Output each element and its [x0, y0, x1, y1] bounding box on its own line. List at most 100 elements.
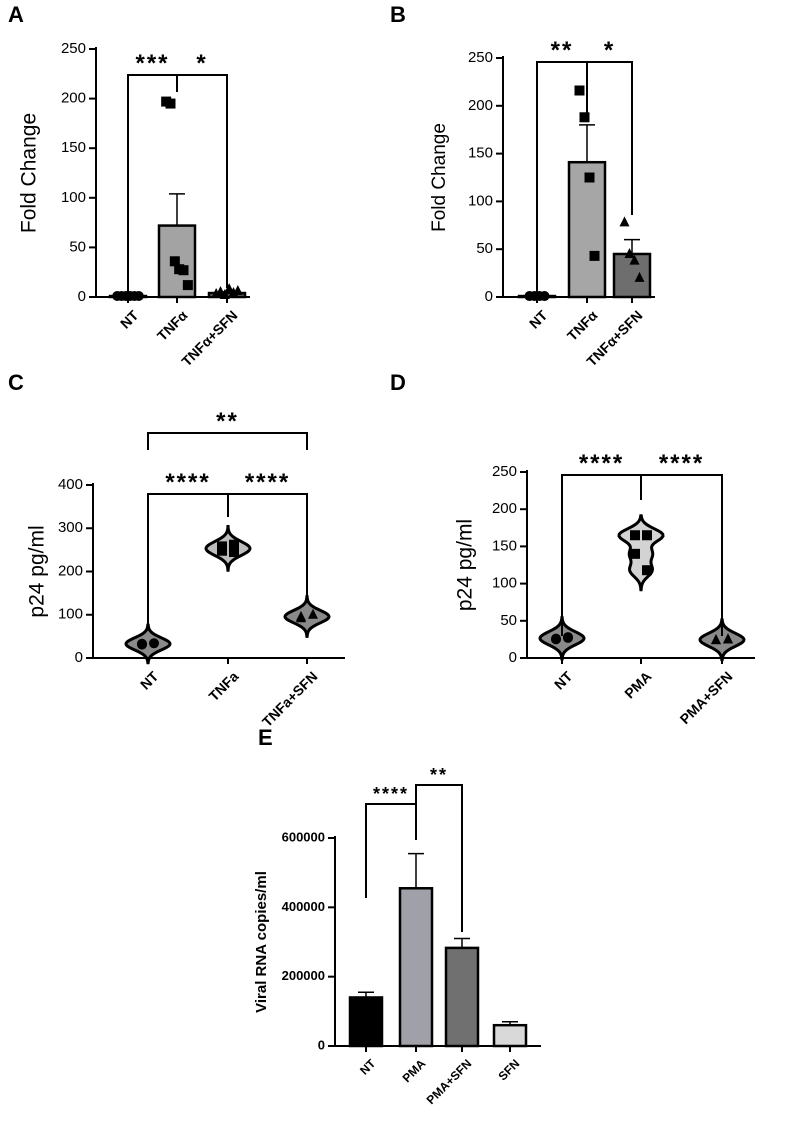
x-tick-label: PMA [400, 1056, 429, 1085]
x-tick-label: NT [526, 307, 551, 332]
y-tick-label: 200 [468, 97, 493, 114]
significance-bracket [640, 474, 723, 636]
data-point [579, 112, 590, 123]
significance-bracket [176, 74, 228, 288]
significance-label: * [196, 50, 207, 77]
x-tick-label: PMA+SFN [677, 668, 736, 727]
data-point [232, 285, 243, 296]
y-axis-label: Viral RNA copies/ml [253, 871, 270, 1013]
x-tick-label: TNFa [205, 668, 241, 704]
x-tick-label: PMA+SFN [424, 1056, 475, 1107]
error-bar [454, 937, 470, 948]
data-point [551, 634, 561, 645]
data-point [642, 530, 652, 541]
y-axis-label: p24 pg/ml [26, 525, 49, 617]
panel-label: C [8, 370, 24, 395]
y-tick-label: 600000 [282, 829, 325, 844]
data-point [149, 638, 159, 649]
significance-bracket [147, 493, 229, 628]
panel-label: B [390, 2, 406, 27]
significance-bracket [147, 432, 308, 450]
error-bar [358, 991, 374, 998]
x-tick-label: NT [551, 668, 576, 693]
data-point [723, 633, 733, 644]
y-tick-label: 250 [468, 49, 493, 66]
significance-label: **** [165, 469, 210, 496]
y-tick-label: 0 [78, 288, 86, 305]
y-tick-label: 100 [61, 189, 86, 206]
panel-label: D [390, 370, 406, 395]
significance-label: **** [579, 450, 624, 477]
data-point [229, 539, 239, 550]
x-tick-label: PMA [621, 668, 654, 701]
data-point [584, 172, 595, 183]
significance-label: ** [216, 408, 239, 435]
error-bar [169, 193, 185, 226]
error-bar [579, 124, 595, 163]
significance-label: **** [373, 784, 409, 804]
data-point [624, 247, 635, 258]
significance-label: **** [245, 469, 290, 496]
data-point [182, 280, 193, 291]
data-point [224, 283, 235, 294]
y-tick-label: 200 [58, 562, 83, 579]
axes [526, 470, 755, 659]
y-tick-label: 400 [58, 476, 83, 493]
y-tick-label: 300 [58, 519, 83, 536]
y-tick-label: 400000 [282, 899, 325, 914]
y-tick-label: 200000 [282, 968, 325, 983]
y-tick-label: 150 [61, 139, 86, 156]
x-tick-label: NT [137, 668, 162, 693]
data-point [169, 256, 180, 267]
data-point [630, 530, 640, 541]
x-tick-label: SFN [495, 1056, 522, 1083]
significance-label: ** [430, 765, 448, 785]
x-tick-label: TNFα [154, 307, 191, 344]
x-tick-label: TNFa+SFN [259, 668, 321, 730]
data-point [630, 548, 640, 559]
y-tick-label: 200 [61, 90, 86, 107]
significance-label: **** [659, 450, 704, 477]
y-tick-label: 150 [468, 145, 493, 162]
significance-label: *** [135, 50, 169, 77]
x-tick-label: NT [357, 1056, 379, 1078]
y-tick-label: 50 [500, 612, 517, 629]
y-tick-label: 150 [492, 537, 517, 554]
y-tick-label: 0 [75, 649, 83, 666]
violin [204, 525, 252, 572]
data-point [308, 608, 318, 619]
axes [502, 56, 655, 298]
significance-label: * [604, 37, 615, 64]
y-tick-label: 100 [58, 606, 83, 623]
error-bar [502, 1020, 518, 1026]
panel-label: A [8, 2, 24, 27]
x-tick-label: TNFα [564, 307, 601, 344]
data-point [137, 639, 147, 650]
data-point [629, 254, 640, 265]
significance-label: ** [551, 37, 574, 64]
y-tick-label: 200 [492, 500, 517, 517]
data-point [217, 545, 227, 556]
axes [92, 483, 345, 659]
data-point [165, 98, 176, 109]
data-point [563, 632, 573, 643]
violin [617, 514, 665, 592]
y-axis-label: Fold Change [429, 123, 450, 232]
data-point [589, 250, 600, 261]
data-point [634, 271, 645, 282]
y-tick-label: 100 [468, 192, 493, 209]
bar [348, 996, 384, 1048]
violin [283, 595, 331, 638]
error-bar [624, 238, 640, 254]
axes [334, 836, 541, 1047]
panel-label: E [258, 725, 273, 750]
y-axis-label: Fold Change [18, 113, 41, 233]
significance-bracket [586, 61, 633, 215]
y-tick-label: 50 [476, 240, 493, 257]
y-tick-label: 250 [61, 40, 86, 57]
data-point [711, 634, 721, 645]
data-point [229, 547, 239, 558]
bar [492, 1023, 528, 1048]
y-tick-label: 100 [492, 575, 517, 592]
